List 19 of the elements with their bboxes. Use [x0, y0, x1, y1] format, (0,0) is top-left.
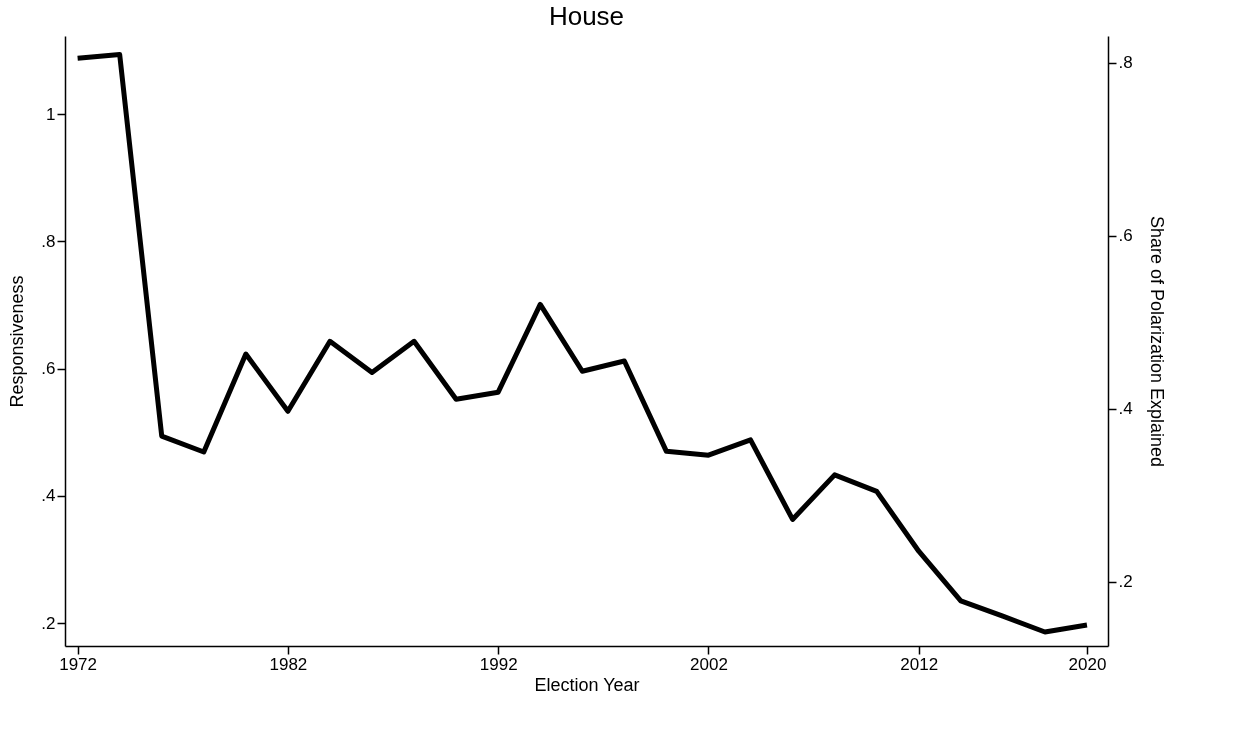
x-tick-label: 2002 — [690, 654, 728, 674]
x-tick-label: 2012 — [900, 654, 939, 674]
x-tick-label: 1972 — [59, 654, 98, 674]
x-axis-title: Election Year — [534, 674, 640, 695]
y2-tick-label: .6 — [1118, 226, 1133, 246]
y2-tick-label: .2 — [1118, 572, 1133, 592]
y2-tick-label: .8 — [1118, 53, 1133, 73]
y-tick-label: .6 — [41, 359, 56, 379]
x-tick-label: 1982 — [269, 654, 308, 674]
y-tick-label: .8 — [41, 231, 56, 251]
y2-tick-label: .4 — [1118, 399, 1133, 419]
chart-title: House — [548, 1, 625, 31]
x-tick-label: 1992 — [479, 654, 518, 674]
y-axis-title: Responsiveness — [7, 275, 28, 408]
y2-axis-title: Share of Polarization Explained — [1146, 215, 1167, 468]
x-tick-label: 2020 — [1068, 654, 1107, 674]
y-tick-label: .2 — [41, 613, 56, 633]
y-tick-label: .4 — [41, 486, 56, 506]
y-tick-label: 1 — [46, 104, 56, 124]
